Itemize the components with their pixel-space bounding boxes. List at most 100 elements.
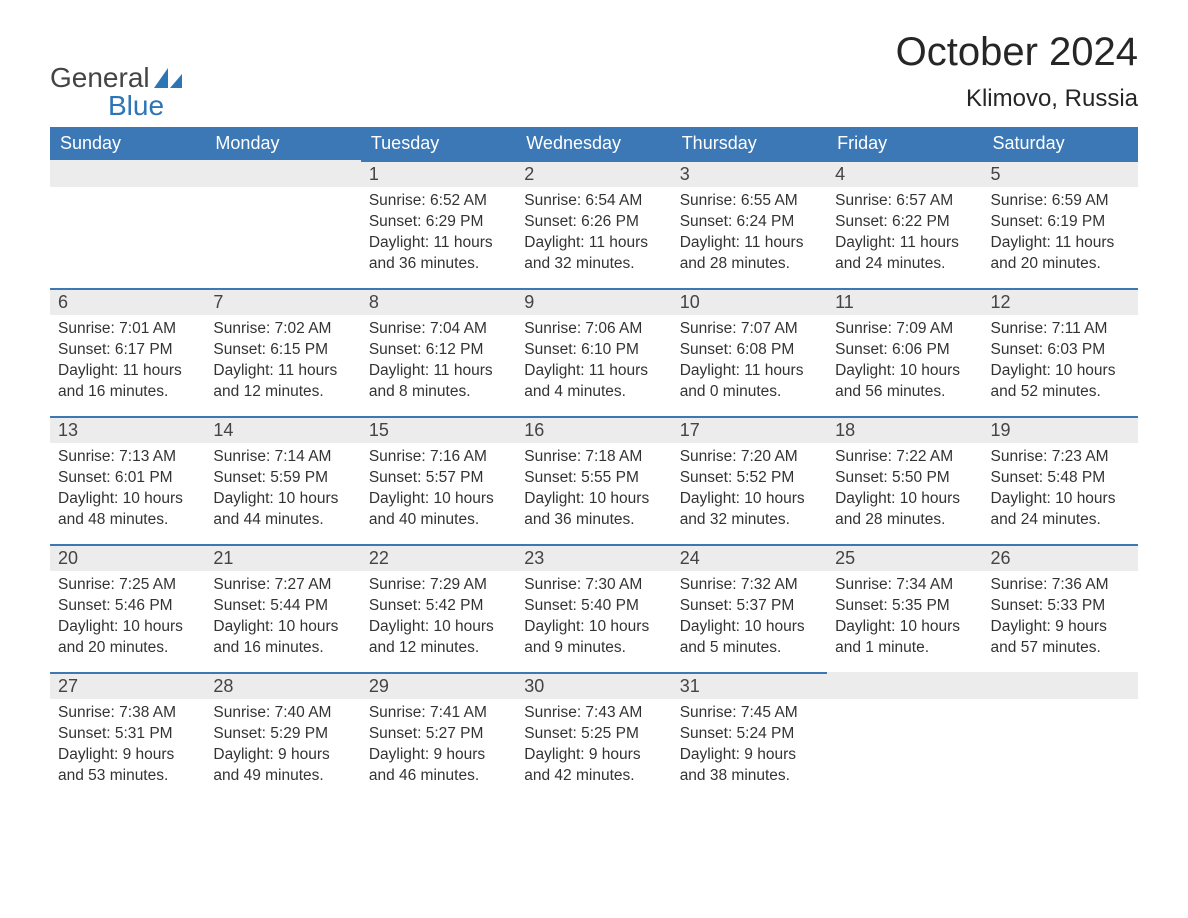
day-d2: and 24 minutes. xyxy=(835,254,974,275)
calendar-cell: 15Sunrise: 7:16 AMSunset: 5:57 PMDayligh… xyxy=(361,416,516,544)
day-number: 12 xyxy=(983,288,1138,315)
day-sr: Sunrise: 7:43 AM xyxy=(524,703,663,724)
logo-line1: General xyxy=(50,64,182,92)
day-details: Sunrise: 7:02 AMSunset: 6:15 PMDaylight:… xyxy=(205,315,360,407)
day-sr: Sunrise: 6:52 AM xyxy=(369,191,508,212)
day-d2: and 12 minutes. xyxy=(213,382,352,403)
day-d2: and 9 minutes. xyxy=(524,638,663,659)
day-d2: and 56 minutes. xyxy=(835,382,974,403)
day-number: 15 xyxy=(361,416,516,443)
header: General Blue October 2024 Klimovo, Russi… xyxy=(50,30,1138,123)
day-d2: and 48 minutes. xyxy=(58,510,197,531)
calendar-cell: 12Sunrise: 7:11 AMSunset: 6:03 PMDayligh… xyxy=(983,288,1138,416)
day-number: 23 xyxy=(516,544,671,571)
calendar-cell: 11Sunrise: 7:09 AMSunset: 6:06 PMDayligh… xyxy=(827,288,982,416)
day-d1: Daylight: 11 hours xyxy=(58,361,197,382)
day-sr: Sunrise: 7:38 AM xyxy=(58,703,197,724)
day-ss: Sunset: 5:33 PM xyxy=(991,596,1130,617)
day-d2: and 28 minutes. xyxy=(680,254,819,275)
day-number xyxy=(50,160,205,187)
day-sr: Sunrise: 6:57 AM xyxy=(835,191,974,212)
day-number: 19 xyxy=(983,416,1138,443)
col-mon: Monday xyxy=(205,127,360,160)
day-d1: Daylight: 9 hours xyxy=(680,745,819,766)
col-thu: Thursday xyxy=(672,127,827,160)
day-details: Sunrise: 7:18 AMSunset: 5:55 PMDaylight:… xyxy=(516,443,671,535)
day-details: Sunrise: 6:55 AMSunset: 6:24 PMDaylight:… xyxy=(672,187,827,279)
day-number: 25 xyxy=(827,544,982,571)
day-sr: Sunrise: 7:41 AM xyxy=(369,703,508,724)
day-d1: Daylight: 10 hours xyxy=(369,617,508,638)
day-sr: Sunrise: 7:18 AM xyxy=(524,447,663,468)
calendar-cell: 29Sunrise: 7:41 AMSunset: 5:27 PMDayligh… xyxy=(361,672,516,800)
day-sr: Sunrise: 6:54 AM xyxy=(524,191,663,212)
day-details: Sunrise: 7:25 AMSunset: 5:46 PMDaylight:… xyxy=(50,571,205,663)
day-d2: and 42 minutes. xyxy=(524,766,663,787)
day-number: 7 xyxy=(205,288,360,315)
day-details: Sunrise: 7:30 AMSunset: 5:40 PMDaylight:… xyxy=(516,571,671,663)
day-number: 22 xyxy=(361,544,516,571)
day-ss: Sunset: 5:59 PM xyxy=(213,468,352,489)
day-number: 29 xyxy=(361,672,516,699)
day-d2: and 36 minutes. xyxy=(524,510,663,531)
day-details: Sunrise: 7:38 AMSunset: 5:31 PMDaylight:… xyxy=(50,699,205,791)
day-ss: Sunset: 5:50 PM xyxy=(835,468,974,489)
day-d1: Daylight: 10 hours xyxy=(58,617,197,638)
calendar-cell: 30Sunrise: 7:43 AMSunset: 5:25 PMDayligh… xyxy=(516,672,671,800)
col-fri: Friday xyxy=(827,127,982,160)
day-details: Sunrise: 7:04 AMSunset: 6:12 PMDaylight:… xyxy=(361,315,516,407)
day-sr: Sunrise: 7:06 AM xyxy=(524,319,663,340)
calendar-cell: 4Sunrise: 6:57 AMSunset: 6:22 PMDaylight… xyxy=(827,160,982,288)
day-number: 17 xyxy=(672,416,827,443)
day-ss: Sunset: 5:52 PM xyxy=(680,468,819,489)
calendar-cell: 14Sunrise: 7:14 AMSunset: 5:59 PMDayligh… xyxy=(205,416,360,544)
page-subtitle: Klimovo, Russia xyxy=(896,85,1138,113)
calendar-cell xyxy=(983,672,1138,800)
day-ss: Sunset: 5:57 PM xyxy=(369,468,508,489)
calendar-row: 1Sunrise: 6:52 AMSunset: 6:29 PMDaylight… xyxy=(50,160,1138,288)
day-ss: Sunset: 5:29 PM xyxy=(213,724,352,745)
day-ss: Sunset: 6:17 PM xyxy=(58,340,197,361)
day-d2: and 8 minutes. xyxy=(369,382,508,403)
day-sr: Sunrise: 7:04 AM xyxy=(369,319,508,340)
day-d2: and 1 minute. xyxy=(835,638,974,659)
day-d1: Daylight: 9 hours xyxy=(369,745,508,766)
col-wed: Wednesday xyxy=(516,127,671,160)
day-number: 26 xyxy=(983,544,1138,571)
day-details: Sunrise: 7:20 AMSunset: 5:52 PMDaylight:… xyxy=(672,443,827,535)
day-d1: Daylight: 9 hours xyxy=(58,745,197,766)
day-number: 8 xyxy=(361,288,516,315)
day-sr: Sunrise: 7:27 AM xyxy=(213,575,352,596)
day-number: 20 xyxy=(50,544,205,571)
day-number: 1 xyxy=(361,160,516,187)
logo-text-1: General xyxy=(50,64,150,92)
day-d1: Daylight: 11 hours xyxy=(680,361,819,382)
calendar-cell: 21Sunrise: 7:27 AMSunset: 5:44 PMDayligh… xyxy=(205,544,360,672)
day-sr: Sunrise: 6:59 AM xyxy=(991,191,1130,212)
calendar-cell: 31Sunrise: 7:45 AMSunset: 5:24 PMDayligh… xyxy=(672,672,827,800)
title-block: October 2024 Klimovo, Russia xyxy=(896,30,1138,123)
calendar-cell: 5Sunrise: 6:59 AMSunset: 6:19 PMDaylight… xyxy=(983,160,1138,288)
day-details: Sunrise: 6:54 AMSunset: 6:26 PMDaylight:… xyxy=(516,187,671,279)
day-ss: Sunset: 5:48 PM xyxy=(991,468,1130,489)
day-sr: Sunrise: 7:07 AM xyxy=(680,319,819,340)
day-details: Sunrise: 6:57 AMSunset: 6:22 PMDaylight:… xyxy=(827,187,982,279)
day-ss: Sunset: 6:26 PM xyxy=(524,212,663,233)
day-sr: Sunrise: 7:29 AM xyxy=(369,575,508,596)
day-details: Sunrise: 7:29 AMSunset: 5:42 PMDaylight:… xyxy=(361,571,516,663)
day-sr: Sunrise: 7:32 AM xyxy=(680,575,819,596)
day-ss: Sunset: 5:55 PM xyxy=(524,468,663,489)
day-d2: and 5 minutes. xyxy=(680,638,819,659)
day-d2: and 36 minutes. xyxy=(369,254,508,275)
day-d2: and 20 minutes. xyxy=(58,638,197,659)
day-d2: and 32 minutes. xyxy=(680,510,819,531)
day-number: 16 xyxy=(516,416,671,443)
day-number: 18 xyxy=(827,416,982,443)
day-number: 6 xyxy=(50,288,205,315)
day-ss: Sunset: 6:03 PM xyxy=(991,340,1130,361)
day-d1: Daylight: 10 hours xyxy=(680,489,819,510)
day-details: Sunrise: 7:36 AMSunset: 5:33 PMDaylight:… xyxy=(983,571,1138,663)
day-number xyxy=(827,672,982,699)
col-tue: Tuesday xyxy=(361,127,516,160)
day-details: Sunrise: 7:14 AMSunset: 5:59 PMDaylight:… xyxy=(205,443,360,535)
